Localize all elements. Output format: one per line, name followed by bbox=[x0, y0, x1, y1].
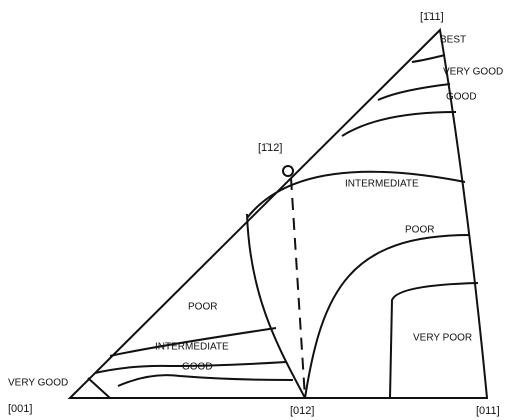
label-111: [1̄11] bbox=[420, 11, 444, 23]
label-011: [011] bbox=[476, 405, 500, 417]
label-112: [1̄12] bbox=[258, 142, 282, 154]
label-intermediate-left: INTERMEDIATE bbox=[155, 342, 229, 353]
boundary-left-intermediate bbox=[94, 361, 287, 374]
dashed-line bbox=[290, 177, 306, 399]
label-very-poor: VERY POOR bbox=[413, 333, 472, 344]
boundary-good bbox=[341, 111, 457, 137]
label-good-left: GOOD bbox=[182, 362, 213, 373]
label-intermediate-right: INTERMEDIATE bbox=[345, 179, 419, 190]
label-best: BEST bbox=[440, 35, 466, 46]
boundary-very-good bbox=[377, 83, 451, 101]
boundary-best bbox=[411, 54, 446, 63]
label-poor-right: POOR bbox=[405, 225, 434, 236]
boundary-central-left bbox=[246, 213, 306, 399]
label-001: [001] bbox=[8, 403, 32, 415]
boundary-left-poor bbox=[109, 327, 277, 357]
boundary-left-good bbox=[87, 377, 111, 399]
boundary-poor bbox=[304, 234, 471, 399]
label-poor-left: POOR bbox=[188, 302, 217, 313]
point-112 bbox=[282, 165, 294, 177]
triangle-outline bbox=[67, 27, 489, 399]
label-012: [012] bbox=[290, 405, 314, 417]
label-very-good: VERY GOOD bbox=[443, 67, 503, 78]
label-good: GOOD bbox=[446, 92, 477, 103]
boundary-left-good2 bbox=[117, 374, 294, 387]
label-very-good-left: VERY GOOD bbox=[8, 378, 68, 389]
boundary-very-poor bbox=[389, 282, 479, 399]
boundary-intermediate bbox=[246, 170, 466, 219]
